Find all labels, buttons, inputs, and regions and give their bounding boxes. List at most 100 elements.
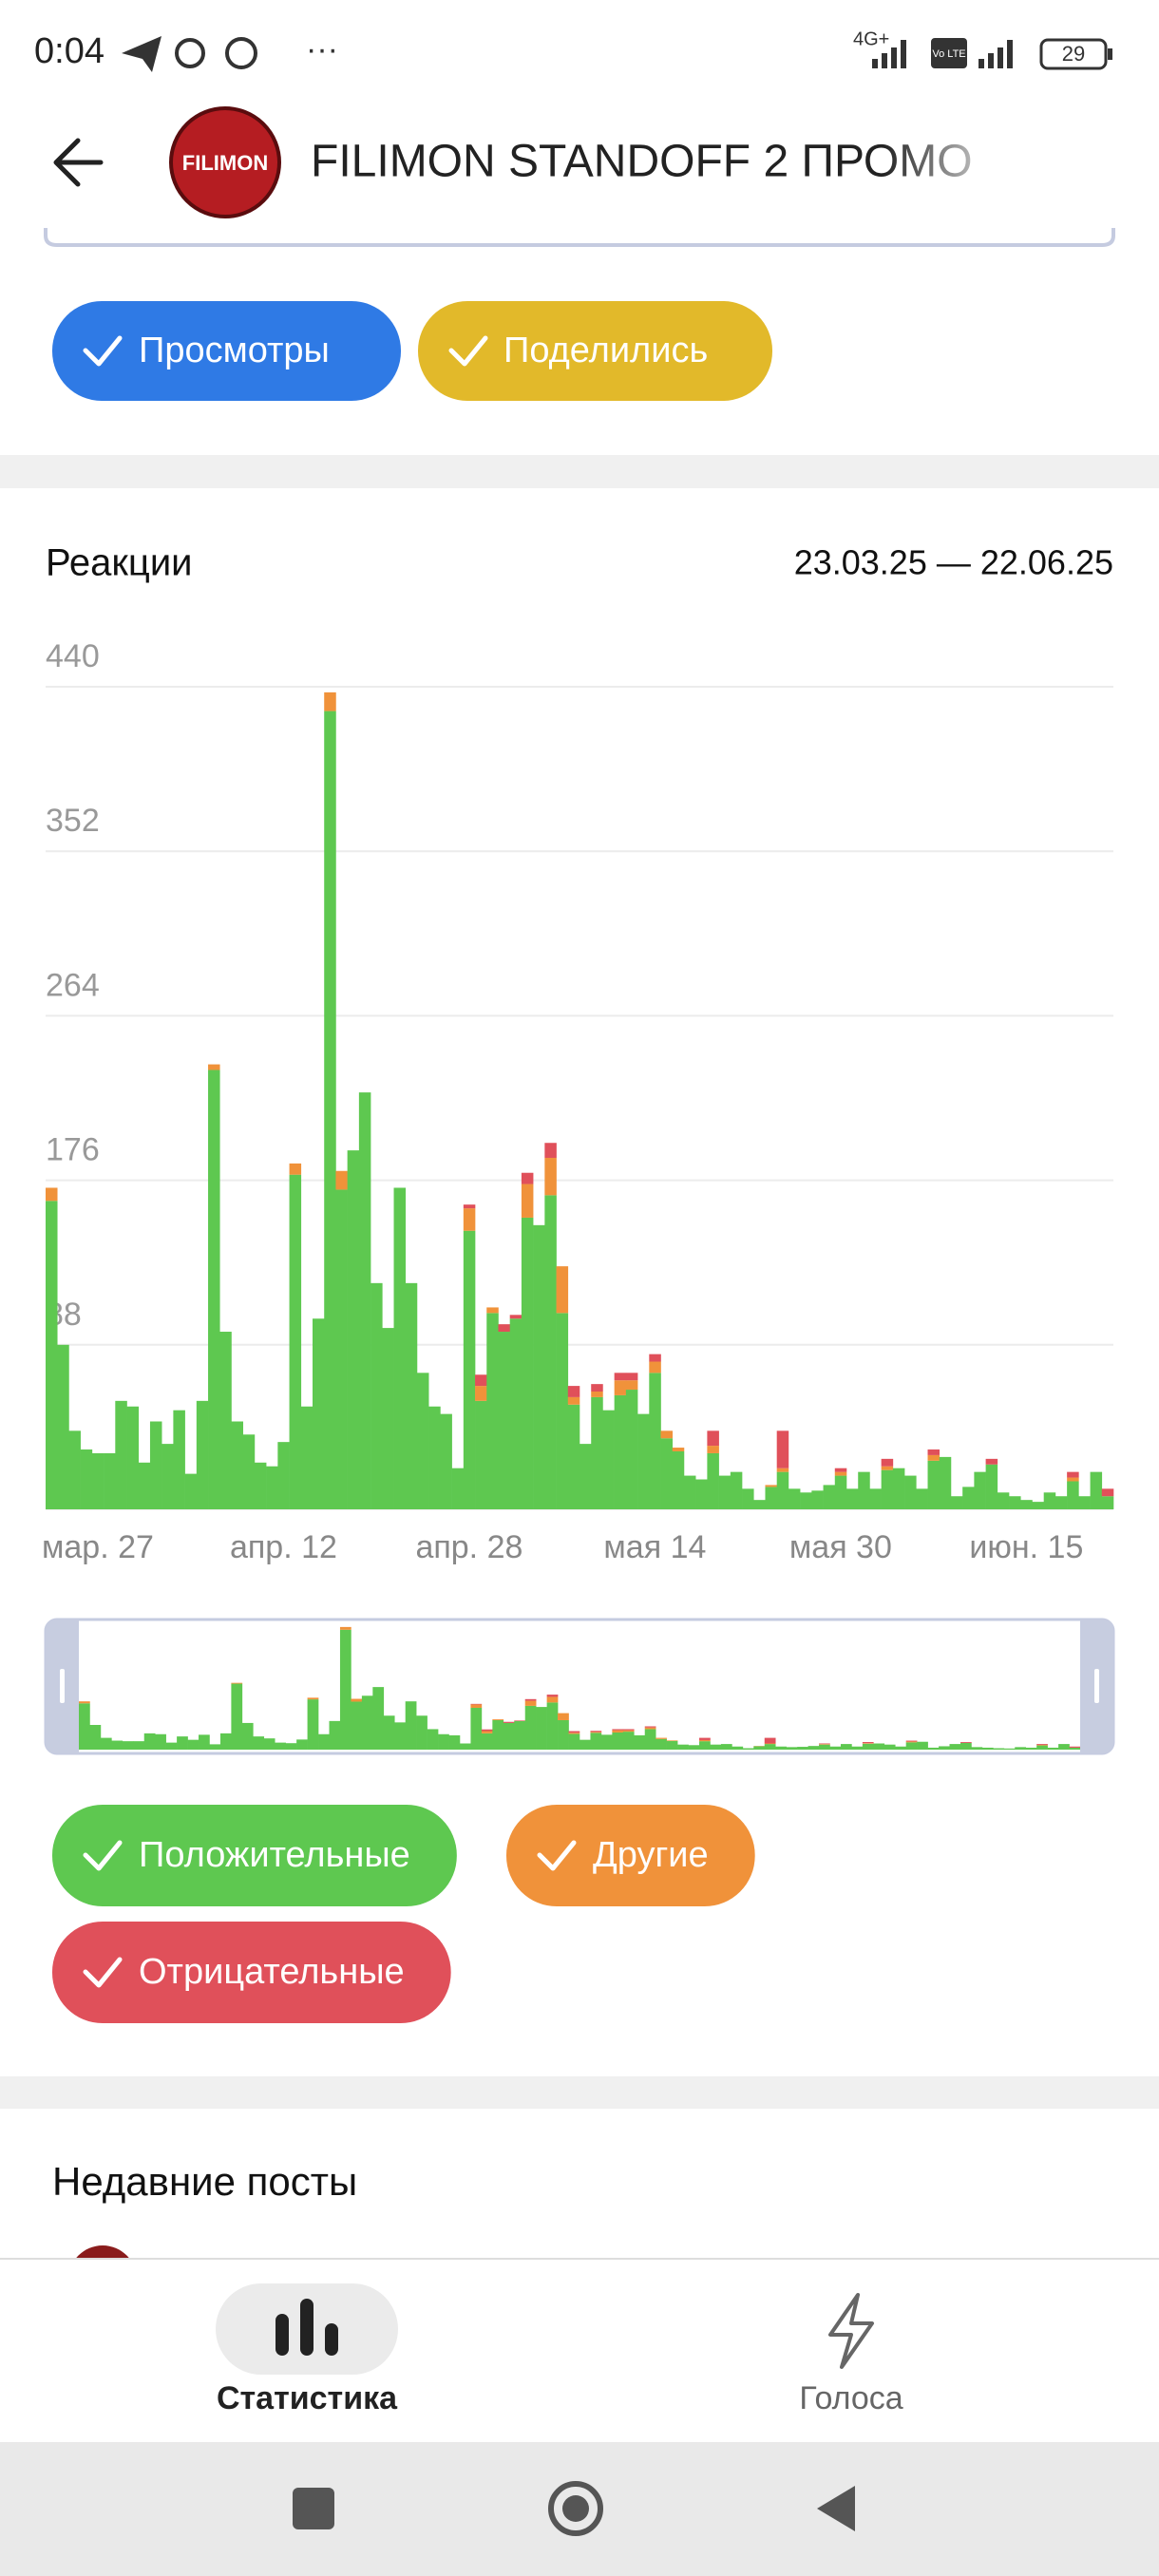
navigator-bar-segment: [1069, 1746, 1081, 1748]
bar-segment: [625, 1390, 638, 1509]
bar-segment: [242, 1434, 256, 1509]
legend-chip[interactable]: Положительные: [52, 1805, 457, 1906]
section-title: Недавние посты: [52, 2159, 357, 2204]
navigator-bar-segment: [764, 1744, 776, 1750]
bar-segment: [811, 1490, 824, 1509]
navigator-bar-segment: [372, 1687, 385, 1750]
navigator-bar-segment: [1058, 1744, 1070, 1750]
bar-segment: [823, 1485, 836, 1509]
bar-segment: [521, 1184, 534, 1218]
avatar[interactable]: [171, 108, 279, 217]
navigator-bar-segment: [590, 1732, 602, 1733]
legend-label: Положительные: [139, 1835, 410, 1875]
battery-level: 29: [1062, 42, 1085, 66]
bar-segment: [521, 1217, 534, 1509]
bar-segment: [91, 1452, 104, 1509]
date-range: 23.03.25 — 22.06.25: [794, 543, 1113, 582]
navigator-bar-segment: [427, 1729, 439, 1750]
navigator-bar-segment: [949, 1744, 961, 1750]
navigator-bar-segment: [656, 1737, 667, 1739]
navigator-bar-segment: [590, 1731, 602, 1733]
bar-segment: [950, 1496, 963, 1509]
bar-segment: [475, 1400, 487, 1509]
bar-segment: [614, 1373, 627, 1381]
navigator-bar-segment: [351, 1698, 363, 1702]
bar-segment: [544, 1143, 557, 1158]
bar-segment: [1101, 1496, 1114, 1509]
bar-segment: [625, 1373, 638, 1381]
chip-shares[interactable]: Поделились: [418, 301, 772, 401]
bar-segment: [289, 1163, 302, 1175]
navigator-bar-segment: [1069, 1747, 1081, 1750]
navigator-bar-segment: [644, 1726, 656, 1728]
bar-segment: [1020, 1500, 1033, 1509]
navigator-bar-segment: [133, 1741, 145, 1750]
navigator-bar-segment: [1003, 1748, 1016, 1750]
bar-segment: [1009, 1496, 1021, 1509]
bar-segment: [1067, 1477, 1079, 1482]
navigator-bar-segment: [873, 1743, 885, 1750]
bar-segment: [776, 1430, 789, 1468]
navigator-bar-segment: [546, 1696, 559, 1703]
navigator-bar-segment: [100, 1737, 112, 1750]
bar-segment: [602, 1410, 615, 1509]
navigator-bar-segment: [79, 1701, 90, 1704]
bar-segment: [718, 1475, 732, 1509]
bar-segment: [533, 1224, 545, 1509]
bar-segment: [324, 710, 336, 1509]
chip-views[interactable]: Просмотры: [52, 301, 401, 401]
back-button[interactable]: [53, 138, 104, 187]
check-icon: [83, 1957, 123, 1988]
navigator-bar-segment: [187, 1739, 200, 1750]
navigator-bar-segment: [840, 1744, 852, 1750]
navigator-bar-segment: [448, 1734, 461, 1750]
navigator-bar-segment: [177, 1736, 188, 1750]
navigator-bar-segment: [905, 1742, 918, 1750]
bar-segment: [173, 1410, 185, 1509]
nav-statistics[interactable]: Статистика: [216, 2283, 398, 2416]
bar-segment: [881, 1469, 894, 1509]
bar-segment: [544, 1195, 557, 1509]
navigator-bar-segment: [1036, 1744, 1048, 1745]
bar-segment: [869, 1488, 882, 1509]
bar-segment: [649, 1354, 661, 1362]
bar-segment: [1032, 1502, 1044, 1509]
navigator-bar-segment: [1015, 1747, 1027, 1750]
recent-apps-button[interactable]: [293, 2488, 334, 2529]
navigator-bar-segment: [568, 1731, 580, 1733]
status-time: 0:04: [34, 31, 104, 71]
battery-tip: [1108, 48, 1112, 60]
bar-segment: [126, 1406, 140, 1509]
bar-segment: [591, 1396, 603, 1509]
nav-votes[interactable]: Голоса: [799, 2293, 903, 2416]
navigator-bar-segment: [764, 1743, 776, 1745]
bar-segment: [776, 1468, 789, 1472]
navigator-bar-segment: [927, 1747, 940, 1750]
navigator-bar-segment: [307, 1697, 319, 1700]
navigator-bar-segment: [895, 1746, 906, 1750]
navigator-bar-segment: [546, 1695, 559, 1697]
navigator-bar-segment: [829, 1746, 842, 1750]
navigator-bar-segment: [819, 1743, 830, 1745]
bar-segment: [591, 1392, 603, 1397]
navigator-bar-segment: [612, 1732, 624, 1750]
nav-icon: [828, 2293, 874, 2369]
navigator-bar-segment: [971, 1747, 983, 1750]
navigator-bar-segment: [612, 1729, 624, 1731]
check-icon: [537, 1840, 577, 1871]
navigator-bar-segment: [219, 1733, 232, 1750]
home-button[interactable]: [548, 2481, 603, 2536]
bar-segment: [254, 1462, 267, 1509]
bar-segment: [463, 1230, 476, 1509]
navigator-bar-segment: [981, 1747, 994, 1750]
legend-chip[interactable]: Другие: [506, 1805, 755, 1906]
navigator-bar-segment: [405, 1701, 417, 1750]
navigator-bar-segment: [622, 1729, 635, 1731]
bar-segment: [672, 1448, 685, 1451]
bar-segment: [707, 1446, 719, 1453]
legend-chip[interactable]: Отрицательные: [52, 1922, 451, 2023]
navigator-bar-segment: [656, 1738, 667, 1750]
bar-segment: [742, 1488, 754, 1509]
back-system-button[interactable]: [817, 2486, 855, 2531]
